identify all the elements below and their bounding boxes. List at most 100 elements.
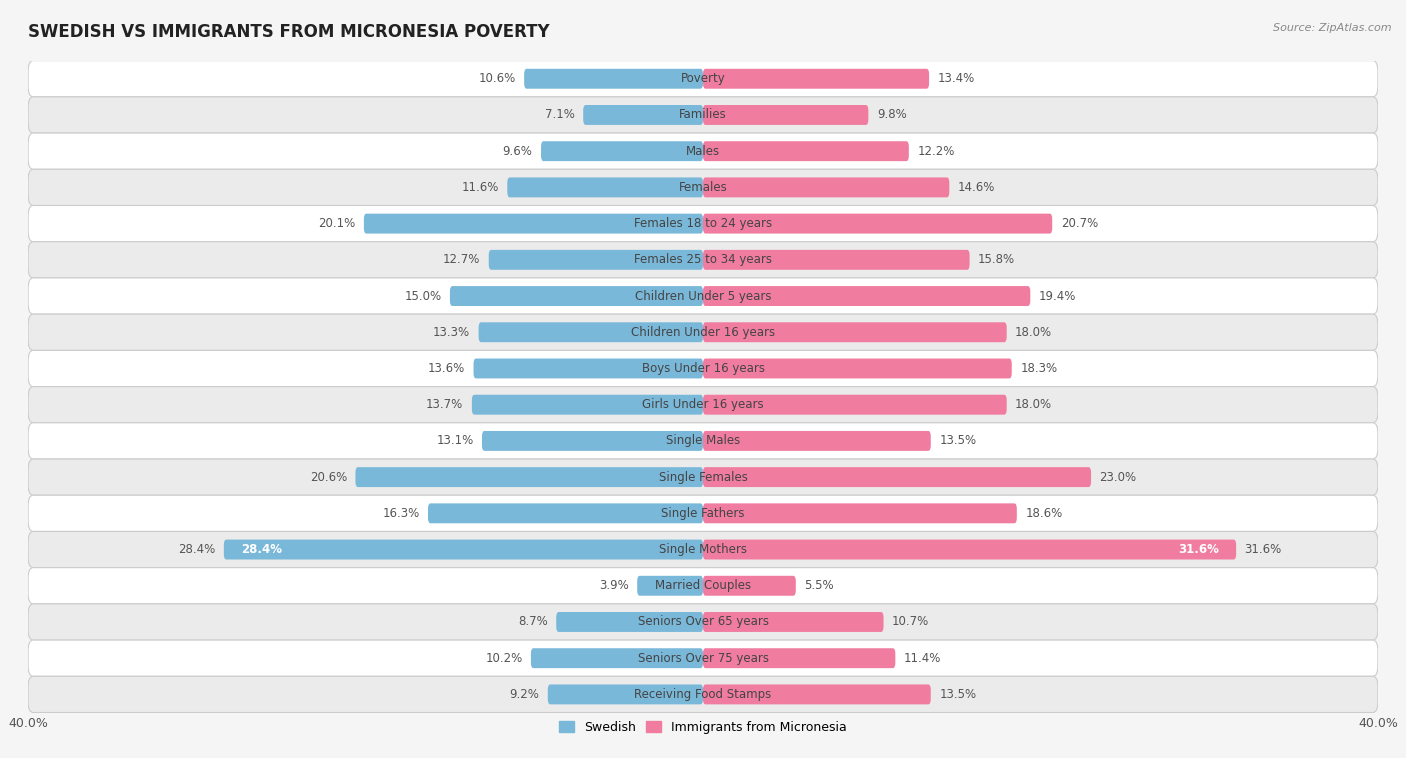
- FancyBboxPatch shape: [28, 278, 1378, 314]
- FancyBboxPatch shape: [364, 214, 703, 233]
- Text: 13.3%: 13.3%: [433, 326, 470, 339]
- Text: Females 18 to 24 years: Females 18 to 24 years: [634, 217, 772, 230]
- Text: 3.9%: 3.9%: [599, 579, 628, 592]
- FancyBboxPatch shape: [224, 540, 703, 559]
- Text: 18.0%: 18.0%: [1015, 398, 1052, 411]
- Text: 9.8%: 9.8%: [877, 108, 907, 121]
- Text: 11.4%: 11.4%: [904, 652, 941, 665]
- FancyBboxPatch shape: [703, 648, 896, 668]
- Text: 13.6%: 13.6%: [427, 362, 465, 375]
- FancyBboxPatch shape: [28, 133, 1378, 169]
- FancyBboxPatch shape: [703, 141, 908, 161]
- Text: Receiving Food Stamps: Receiving Food Stamps: [634, 688, 772, 701]
- FancyBboxPatch shape: [28, 350, 1378, 387]
- FancyBboxPatch shape: [450, 286, 703, 306]
- FancyBboxPatch shape: [28, 242, 1378, 278]
- FancyBboxPatch shape: [637, 576, 703, 596]
- Text: 23.0%: 23.0%: [1099, 471, 1136, 484]
- Text: 5.5%: 5.5%: [804, 579, 834, 592]
- FancyBboxPatch shape: [28, 531, 1378, 568]
- Text: Single Mothers: Single Mothers: [659, 543, 747, 556]
- Text: 10.7%: 10.7%: [891, 615, 929, 628]
- FancyBboxPatch shape: [356, 467, 703, 487]
- Text: 18.6%: 18.6%: [1025, 507, 1063, 520]
- FancyBboxPatch shape: [28, 314, 1378, 350]
- FancyBboxPatch shape: [583, 105, 703, 125]
- Text: 10.6%: 10.6%: [478, 72, 516, 85]
- FancyBboxPatch shape: [524, 69, 703, 89]
- FancyBboxPatch shape: [28, 495, 1378, 531]
- FancyBboxPatch shape: [28, 205, 1378, 242]
- Text: 13.5%: 13.5%: [939, 688, 976, 701]
- Text: Children Under 16 years: Children Under 16 years: [631, 326, 775, 339]
- FancyBboxPatch shape: [703, 105, 869, 125]
- FancyBboxPatch shape: [703, 467, 1091, 487]
- FancyBboxPatch shape: [703, 612, 883, 632]
- Text: 18.3%: 18.3%: [1021, 362, 1057, 375]
- FancyBboxPatch shape: [703, 359, 1012, 378]
- FancyBboxPatch shape: [703, 684, 931, 704]
- FancyBboxPatch shape: [474, 359, 703, 378]
- FancyBboxPatch shape: [541, 141, 703, 161]
- Text: 28.4%: 28.4%: [240, 543, 281, 556]
- Text: 20.7%: 20.7%: [1060, 217, 1098, 230]
- FancyBboxPatch shape: [548, 684, 703, 704]
- Text: 16.3%: 16.3%: [382, 507, 419, 520]
- Text: 18.0%: 18.0%: [1015, 326, 1052, 339]
- FancyBboxPatch shape: [478, 322, 703, 342]
- FancyBboxPatch shape: [489, 250, 703, 270]
- Text: Single Females: Single Females: [658, 471, 748, 484]
- FancyBboxPatch shape: [28, 423, 1378, 459]
- FancyBboxPatch shape: [703, 540, 1236, 559]
- FancyBboxPatch shape: [557, 612, 703, 632]
- Text: Poverty: Poverty: [681, 72, 725, 85]
- Text: 13.7%: 13.7%: [426, 398, 464, 411]
- Text: 9.2%: 9.2%: [509, 688, 540, 701]
- FancyBboxPatch shape: [703, 503, 1017, 523]
- Text: 10.2%: 10.2%: [485, 652, 523, 665]
- Text: Females: Females: [679, 181, 727, 194]
- FancyBboxPatch shape: [28, 387, 1378, 423]
- FancyBboxPatch shape: [531, 648, 703, 668]
- Text: Seniors Over 75 years: Seniors Over 75 years: [637, 652, 769, 665]
- Text: Children Under 5 years: Children Under 5 years: [634, 290, 772, 302]
- FancyBboxPatch shape: [703, 69, 929, 89]
- Text: Source: ZipAtlas.com: Source: ZipAtlas.com: [1274, 23, 1392, 33]
- Legend: Swedish, Immigrants from Micronesia: Swedish, Immigrants from Micronesia: [554, 716, 852, 739]
- Text: 13.4%: 13.4%: [938, 72, 974, 85]
- FancyBboxPatch shape: [28, 568, 1378, 604]
- Text: 11.6%: 11.6%: [461, 181, 499, 194]
- Text: 20.1%: 20.1%: [318, 217, 356, 230]
- Text: 15.8%: 15.8%: [979, 253, 1015, 266]
- FancyBboxPatch shape: [28, 640, 1378, 676]
- Text: 8.7%: 8.7%: [517, 615, 548, 628]
- Text: 12.2%: 12.2%: [917, 145, 955, 158]
- FancyBboxPatch shape: [482, 431, 703, 451]
- Text: 31.6%: 31.6%: [1178, 543, 1219, 556]
- FancyBboxPatch shape: [28, 459, 1378, 495]
- FancyBboxPatch shape: [703, 395, 1007, 415]
- FancyBboxPatch shape: [28, 169, 1378, 205]
- FancyBboxPatch shape: [703, 250, 970, 270]
- FancyBboxPatch shape: [703, 431, 931, 451]
- Text: 28.4%: 28.4%: [179, 543, 215, 556]
- Text: Boys Under 16 years: Boys Under 16 years: [641, 362, 765, 375]
- Text: 20.6%: 20.6%: [309, 471, 347, 484]
- Text: SWEDISH VS IMMIGRANTS FROM MICRONESIA POVERTY: SWEDISH VS IMMIGRANTS FROM MICRONESIA PO…: [28, 23, 550, 41]
- FancyBboxPatch shape: [427, 503, 703, 523]
- Text: Single Fathers: Single Fathers: [661, 507, 745, 520]
- Text: Married Couples: Married Couples: [655, 579, 751, 592]
- Text: Single Males: Single Males: [666, 434, 740, 447]
- FancyBboxPatch shape: [28, 61, 1378, 97]
- FancyBboxPatch shape: [703, 576, 796, 596]
- FancyBboxPatch shape: [472, 395, 703, 415]
- Text: Seniors Over 65 years: Seniors Over 65 years: [637, 615, 769, 628]
- Text: 31.6%: 31.6%: [1244, 543, 1282, 556]
- FancyBboxPatch shape: [703, 177, 949, 197]
- Text: 13.5%: 13.5%: [939, 434, 976, 447]
- Text: 15.0%: 15.0%: [405, 290, 441, 302]
- Text: Females 25 to 34 years: Females 25 to 34 years: [634, 253, 772, 266]
- Text: 12.7%: 12.7%: [443, 253, 481, 266]
- FancyBboxPatch shape: [28, 676, 1378, 713]
- Text: 14.6%: 14.6%: [957, 181, 995, 194]
